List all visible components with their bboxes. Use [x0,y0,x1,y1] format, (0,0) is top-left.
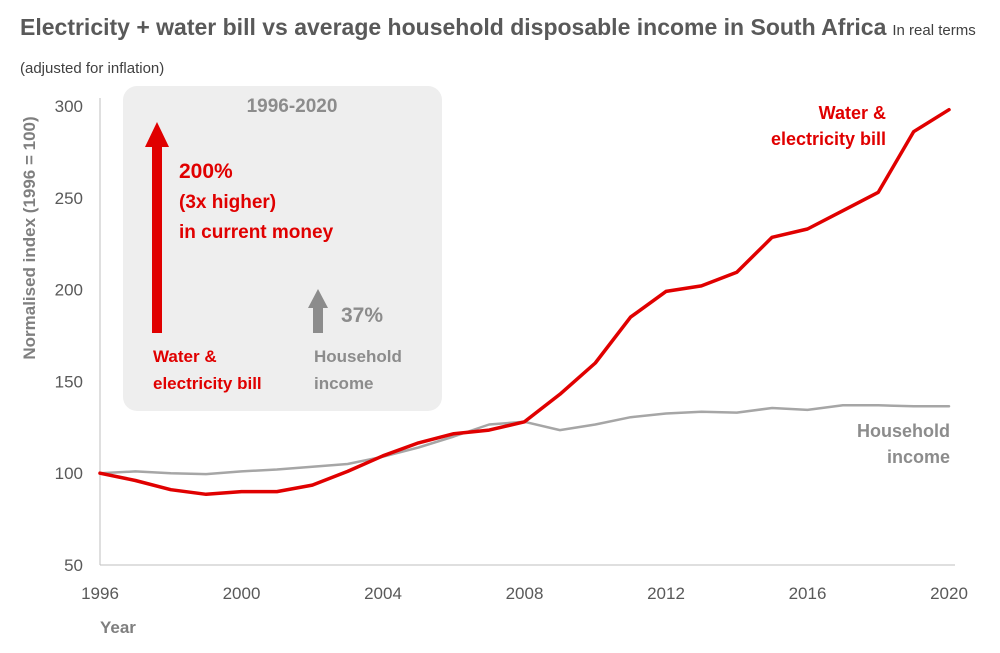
income-change-percent: 37% [341,304,383,327]
box-income-label-line2: income [314,374,374,393]
y-axis-title: Normalised index (1996 = 100) [20,116,39,359]
y-tick-label: 150 [55,372,83,391]
annotation-period: 1996-2020 [247,96,338,117]
x-axis-title: Year [100,618,136,637]
x-tick-label: 2020 [930,584,968,603]
series-lines [98,107,951,497]
bill-change-percent: 200% [179,160,233,183]
x-tick-label: 2008 [506,584,544,603]
y-tick-label: 100 [55,464,83,483]
bill-series-line [98,107,951,497]
y-tick-labels: 50 100 150 200 250 300 [55,97,83,575]
income-series-line [98,404,951,476]
income-series-label: Household income [857,421,950,467]
box-bill-label-line1: Water & [153,347,217,366]
y-tick-label: 300 [55,97,83,116]
series-labels: Water & electricity bill Household income [771,103,950,467]
chart-subtitle: In real terms (adjusted for inflation) [20,22,976,77]
annotation-box: 1996-2020 200% (3x higher) in current mo… [123,86,442,411]
x-tick-labels: 1996 2000 2004 2008 2012 2016 2020 [81,584,968,603]
bill-series-label: Water & electricity bill [771,103,886,149]
chart-title: Electricity + water bill vs average hous… [20,10,980,86]
x-tick-label: 2004 [364,584,402,603]
y-tick-label: 250 [55,189,83,208]
annotation-background [123,86,442,411]
box-income-label-line1: Household [314,347,402,366]
x-tick-label: 1996 [81,584,119,603]
bill-up-arrow-icon [145,122,169,333]
income-up-arrow-icon [308,289,328,333]
box-bill-label-line2: electricity bill [153,374,262,393]
chart-title-text: Electricity + water bill vs average hous… [20,14,887,40]
y-tick-label: 200 [55,281,83,300]
y-tick-label: 50 [64,556,83,575]
x-tick-label: 2000 [223,584,261,603]
bill-change-multiplier: (3x higher) [179,192,276,213]
bill-change-note: in current money [179,222,334,243]
x-tick-label: 2016 [789,584,827,603]
x-tick-label: 2012 [647,584,685,603]
